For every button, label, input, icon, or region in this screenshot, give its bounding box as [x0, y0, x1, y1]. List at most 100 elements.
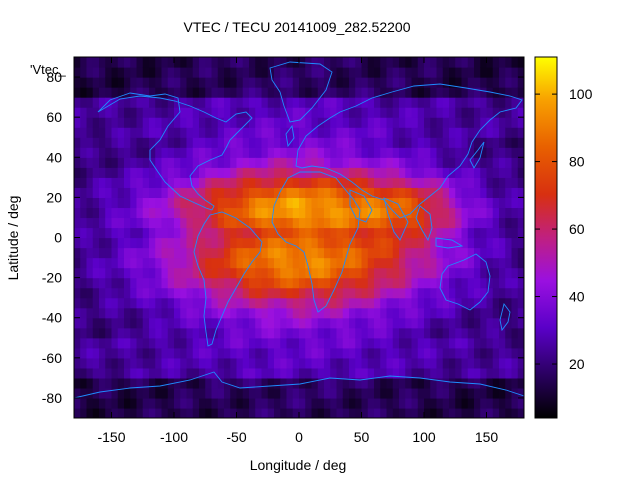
heat-cell [274, 147, 281, 158]
heat-cell [161, 187, 169, 198]
heat-cell [149, 197, 156, 209]
heat-cell [211, 67, 219, 78]
heat-cell [99, 217, 106, 229]
heat-cell [499, 127, 506, 138]
heat-cell [311, 167, 319, 178]
heat-cell [455, 307, 463, 319]
heat-cell [461, 167, 469, 178]
heat-cell [249, 187, 256, 198]
heat-cell [117, 257, 125, 269]
heat-cell [417, 297, 425, 309]
heat-cell [161, 117, 169, 128]
heat-cell [280, 137, 288, 148]
heat-cell [255, 117, 263, 128]
heat-cell [186, 347, 194, 359]
heat-cell [486, 277, 494, 289]
heat-cell [174, 67, 181, 78]
heat-cell [155, 107, 163, 118]
heat-cell [255, 347, 263, 359]
coast-new-zealand [499, 302, 511, 332]
heat-cell [342, 277, 350, 289]
heat-cell [317, 217, 325, 229]
heat-cell [86, 227, 94, 239]
heat-cell [86, 277, 94, 289]
heat-cell [136, 337, 144, 349]
heat-cell [499, 77, 506, 88]
heat-cell [374, 217, 381, 229]
heat-cell [124, 377, 131, 389]
heat-cell [492, 157, 500, 168]
heat-cell [474, 317, 481, 329]
heat-cell [224, 217, 231, 229]
heat-cell [155, 207, 163, 219]
heat-cell [199, 377, 206, 389]
heat-cell [436, 107, 444, 118]
heat-cell [230, 297, 238, 309]
heat-cell [117, 147, 125, 158]
heat-cell [392, 237, 400, 249]
heat-cell [142, 327, 150, 339]
heat-cell [324, 357, 331, 369]
heat-cell [292, 397, 300, 409]
heat-cell [492, 307, 500, 319]
heat-cell [74, 397, 81, 409]
heat-cell [324, 117, 331, 128]
heat-cell [405, 157, 413, 168]
heat-cell [199, 317, 206, 329]
heat-cell [411, 137, 419, 148]
heat-cell [405, 197, 413, 209]
heat-cell [199, 207, 206, 219]
heat-cell [117, 357, 125, 369]
heat-cell [136, 287, 144, 299]
heat-cell [167, 167, 175, 178]
heat-cell [80, 177, 88, 188]
heat-cell [336, 217, 344, 229]
heat-cell [117, 387, 125, 399]
heat-cell [505, 397, 513, 409]
heat-cell [442, 77, 450, 88]
heat-cell [242, 237, 250, 249]
heat-cell [86, 67, 94, 78]
heat-cell [205, 287, 213, 299]
heat-cell [280, 107, 288, 118]
heat-cell [92, 147, 100, 158]
heat-cell [117, 107, 125, 118]
heat-cell [511, 257, 519, 269]
heat-cell [192, 367, 200, 379]
heat-cell [299, 397, 306, 409]
heat-cell [505, 377, 513, 389]
heat-cell [217, 97, 225, 108]
heat-cell [74, 87, 81, 98]
heat-cell [399, 117, 406, 128]
heat-cell [455, 387, 463, 399]
heat-cell [511, 267, 519, 279]
heat-cell [355, 257, 363, 269]
heat-cell [480, 247, 488, 259]
heat-cell [505, 197, 513, 209]
heat-cell [430, 237, 438, 249]
heat-cell [317, 347, 325, 359]
heat-cell [74, 97, 81, 108]
heat-cell [80, 367, 88, 379]
heat-cell [180, 267, 188, 279]
heat-cell [330, 237, 338, 249]
heat-cell [124, 397, 131, 409]
heat-cell [324, 247, 331, 259]
heat-cell [249, 337, 256, 349]
heat-cell [480, 127, 488, 138]
heat-cell [317, 107, 325, 118]
heat-cell [136, 217, 144, 229]
heat-cell [342, 147, 350, 158]
heat-cell [267, 227, 275, 239]
heat-cell [80, 397, 88, 409]
heat-cell [342, 177, 350, 188]
heat-cell [399, 307, 406, 319]
heat-cell [355, 97, 363, 108]
heat-cell [517, 137, 524, 148]
heat-cell [499, 327, 506, 339]
heat-cell [80, 257, 88, 269]
heat-cell [405, 347, 413, 359]
heat-cell [399, 277, 406, 289]
heat-cell [186, 357, 194, 369]
heat-cell [155, 67, 163, 78]
